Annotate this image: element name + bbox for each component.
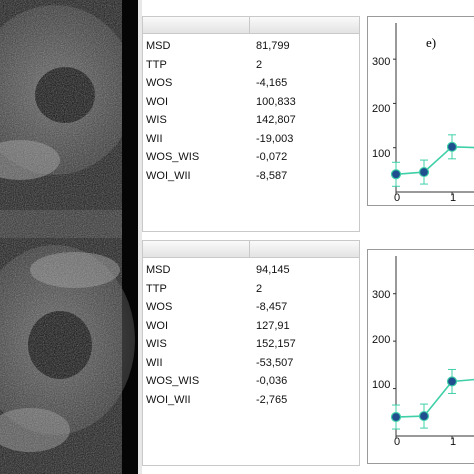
data-point [390, 169, 402, 180]
data-point [446, 376, 458, 387]
series-line [395, 146, 474, 176]
table-row: WIS 142,807 [143, 111, 359, 130]
data-point [390, 411, 402, 423]
x-tick-label: 0 [394, 436, 401, 448]
y-tick-label: 100 [372, 379, 391, 391]
y-tick-label: 200 [372, 334, 391, 346]
x-tick-label: 1 [450, 436, 457, 448]
mri-image [0, 0, 138, 474]
parameter-table-bottom: MSD 94,145 TTP 2 WOS -8,457 WOI 127,91 WIS 15… [142, 240, 360, 466]
column-header-value[interactable] [250, 17, 359, 33]
param-value: -8,457 [256, 301, 288, 314]
table-row: WOI_WII -8,587 [143, 167, 359, 186]
param-value: 100,833 [256, 95, 296, 108]
param-value: -0,072 [256, 151, 288, 164]
param-value: 152,157 [256, 338, 296, 351]
param-value: -0,036 [256, 375, 288, 388]
column-header-name[interactable] [143, 17, 250, 33]
x-tick-label: 0 [394, 192, 401, 204]
table-row: MSD 81,799 [143, 37, 359, 56]
table-row: WOS_WIS -0,036 [143, 372, 359, 391]
param-value: 142,807 [256, 114, 296, 127]
chart-label: e) [426, 35, 437, 50]
data-point [418, 410, 430, 422]
table-row: TTP 2 [143, 56, 359, 75]
table-row: WOI_WII -2,765 [143, 391, 359, 410]
param-value: -53,507 [256, 356, 294, 369]
y-tick-label: 300 [372, 56, 391, 68]
param-value: -2,765 [256, 393, 288, 406]
table-row: WOI 100,833 [143, 93, 359, 112]
param-value: 81,799 [256, 40, 290, 53]
param-value: -4,165 [256, 77, 288, 90]
param-value: 94,145 [256, 264, 290, 277]
table-row: WOS -4,165 [143, 74, 359, 93]
param-name: WOI [146, 319, 168, 332]
table-header [143, 17, 359, 34]
x-tick-label: 1 [450, 192, 457, 204]
chart-plot [390, 256, 474, 439]
table-header [143, 241, 359, 258]
param-name: WOI_WII [146, 169, 191, 182]
param-name: WII [146, 132, 163, 145]
table-row: WII -53,507 [143, 354, 359, 373]
param-value: 2 [256, 282, 263, 295]
param-name: MSD [146, 264, 171, 277]
parameter-table-top: MSD 81,799 TTP 2 WOS -4,165 WOI 100,833 WIS 1… [142, 16, 360, 232]
y-tick-label: 300 [372, 289, 391, 301]
data-point [418, 166, 430, 178]
param-name: WII [146, 356, 163, 369]
param-name: TTP [146, 58, 167, 71]
table-row: WOI 127,91 [143, 317, 359, 336]
column-header-name[interactable] [143, 241, 250, 257]
param-name: WOS [146, 301, 173, 314]
param-name: MSD [146, 40, 171, 53]
table-row: WII -19,003 [143, 130, 359, 149]
table-row: WIS 152,157 [143, 335, 359, 354]
param-value: -8,587 [256, 169, 288, 182]
mri-image-strip [0, 0, 138, 474]
table-row: WOS_WIS -0,072 [143, 148, 359, 167]
table-row: TTP 2 [143, 280, 359, 299]
param-name: WIS [146, 114, 167, 127]
y-tick-label: 200 [372, 103, 391, 115]
param-value: 127,91 [256, 319, 290, 332]
chart-plot [390, 23, 474, 195]
table-row: WOS -8,457 [143, 298, 359, 317]
curve-chart-top: e) 300 200 100 0 1 [367, 16, 474, 206]
param-name: WOI [146, 95, 168, 108]
param-name: WOS_WIS [146, 151, 200, 164]
series-line [395, 378, 474, 418]
column-header-value[interactable] [250, 241, 359, 257]
curve-chart-bottom: 300 200 100 0 1 [367, 249, 474, 464]
param-value: 2 [256, 58, 263, 71]
param-name: WOS_WIS [146, 375, 200, 388]
param-name: WOS [146, 77, 173, 90]
y-tick-label: 100 [372, 148, 391, 160]
separator [138, 0, 142, 474]
param-name: WIS [146, 338, 167, 351]
param-name: WOI_WII [146, 393, 191, 406]
data-point [446, 141, 458, 152]
table-row: MSD 94,145 [143, 261, 359, 280]
param-name: TTP [146, 282, 167, 295]
param-value: -19,003 [256, 132, 294, 145]
